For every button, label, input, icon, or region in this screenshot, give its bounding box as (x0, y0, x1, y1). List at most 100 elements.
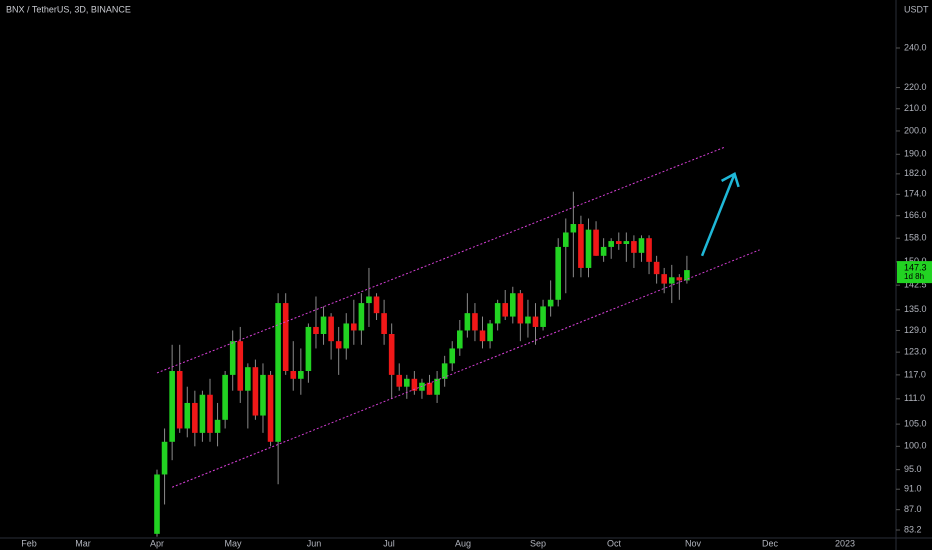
candle-body (638, 238, 645, 253)
y-tick-label: 220.0 (904, 82, 927, 92)
x-tick-label: Jun (307, 538, 322, 548)
candle-body (252, 367, 259, 416)
candle-body (684, 270, 690, 281)
y-tick-label: 91.0 (904, 484, 922, 494)
candle-body (245, 367, 251, 391)
candle-body (479, 330, 486, 342)
candle-body (358, 303, 365, 331)
candle-body (646, 238, 652, 262)
y-tick-label: 111.0 (904, 393, 925, 403)
last-price-tag (897, 261, 932, 284)
candle-body (154, 474, 160, 534)
y-tick-label: 83.2 (904, 524, 922, 534)
y-tick-label: 190.0 (904, 149, 927, 159)
candle-body (608, 241, 614, 247)
candle-body (282, 303, 289, 372)
candle-body (328, 316, 334, 342)
candle-body (335, 341, 342, 349)
candle-body (199, 394, 206, 433)
candle-body (509, 293, 516, 317)
candle-body (585, 229, 592, 268)
candle-body (169, 371, 175, 442)
chart-title: BNX / TetherUS, 3D, BINANCE (6, 4, 131, 14)
y-tick-label: 158.0 (904, 233, 927, 243)
channel-lower (171, 249, 760, 488)
y-tick-label: 95.0 (904, 464, 922, 474)
candle-body (631, 241, 637, 253)
y-tick-label: 135.0 (904, 304, 927, 314)
candle-body (449, 348, 456, 364)
last-price-label: 147.3 (904, 262, 927, 272)
y-tick-label: 182.0 (904, 168, 927, 178)
y-tick-label: 142.5 (904, 280, 927, 290)
candle-body (381, 313, 387, 335)
trend-arrow (700, 173, 736, 257)
candle-body (555, 246, 562, 300)
y-tick-label: 117.0 (904, 369, 926, 379)
candle-body (373, 296, 380, 314)
x-tick-label: Feb (21, 538, 37, 548)
candle-body (547, 299, 554, 307)
candle-body (275, 303, 281, 442)
y-tick-label: 100.0 (904, 441, 927, 451)
x-tick-label: Aug (455, 538, 471, 548)
x-tick-label: Apr (150, 538, 164, 548)
candle-body (441, 363, 448, 379)
candle-body (623, 241, 630, 244)
candle-body (192, 402, 198, 433)
candle-body (472, 313, 478, 331)
y-tick-label: 210.0 (904, 103, 927, 113)
candle-body (305, 326, 312, 372)
candle-body (207, 394, 213, 433)
candle-body (366, 296, 372, 304)
candle-body (214, 419, 221, 433)
candle-body (570, 224, 577, 233)
y-tick-label: 87.0 (904, 504, 922, 514)
candle-body (600, 246, 607, 256)
candle-body (426, 382, 433, 395)
candle-body (661, 274, 667, 284)
candle-body (593, 229, 599, 256)
y-tick-label: 174.0 (904, 189, 927, 199)
candle-body (525, 316, 531, 324)
x-tick-label: 2023 (835, 538, 855, 548)
candle-body (260, 374, 266, 416)
candle-body (404, 378, 410, 387)
candle-body (320, 316, 327, 335)
candle-body (668, 277, 675, 284)
x-tick-label: Sep (530, 538, 546, 548)
candle-body (222, 374, 228, 420)
candle-body (457, 330, 463, 349)
candle-body (464, 313, 471, 331)
candle-body (487, 323, 493, 342)
candle-body (388, 334, 395, 375)
candle-body (237, 341, 244, 391)
candle-body (615, 241, 622, 244)
x-tick-label: Jul (383, 538, 395, 548)
y-tick-label: 240.0 (904, 42, 927, 52)
candle-body (351, 323, 357, 331)
candle-body (502, 303, 509, 317)
x-tick-label: Nov (685, 538, 702, 548)
x-tick-label: May (224, 538, 242, 548)
x-tick-label: Mar (75, 538, 91, 548)
candle-body (434, 378, 440, 395)
candle-body (298, 371, 304, 379)
candle-body (653, 261, 660, 275)
y-tick-label: 166.0 (904, 210, 927, 220)
candle-body (540, 306, 546, 327)
candle-body (562, 232, 569, 247)
x-tick-label: Oct (607, 538, 622, 548)
candle-body (343, 323, 350, 349)
y-tick-label: 123.0 (904, 347, 927, 357)
candle-body (184, 402, 191, 429)
candle-body (676, 277, 683, 281)
y-tick-label: 129.0 (904, 325, 927, 335)
candle-body (411, 378, 418, 391)
countdown-label: 1d 8h (904, 272, 924, 281)
arrow-head (720, 172, 740, 188)
candle-body (396, 374, 403, 387)
candle-body (290, 371, 297, 379)
y-unit: USDT (904, 4, 929, 14)
